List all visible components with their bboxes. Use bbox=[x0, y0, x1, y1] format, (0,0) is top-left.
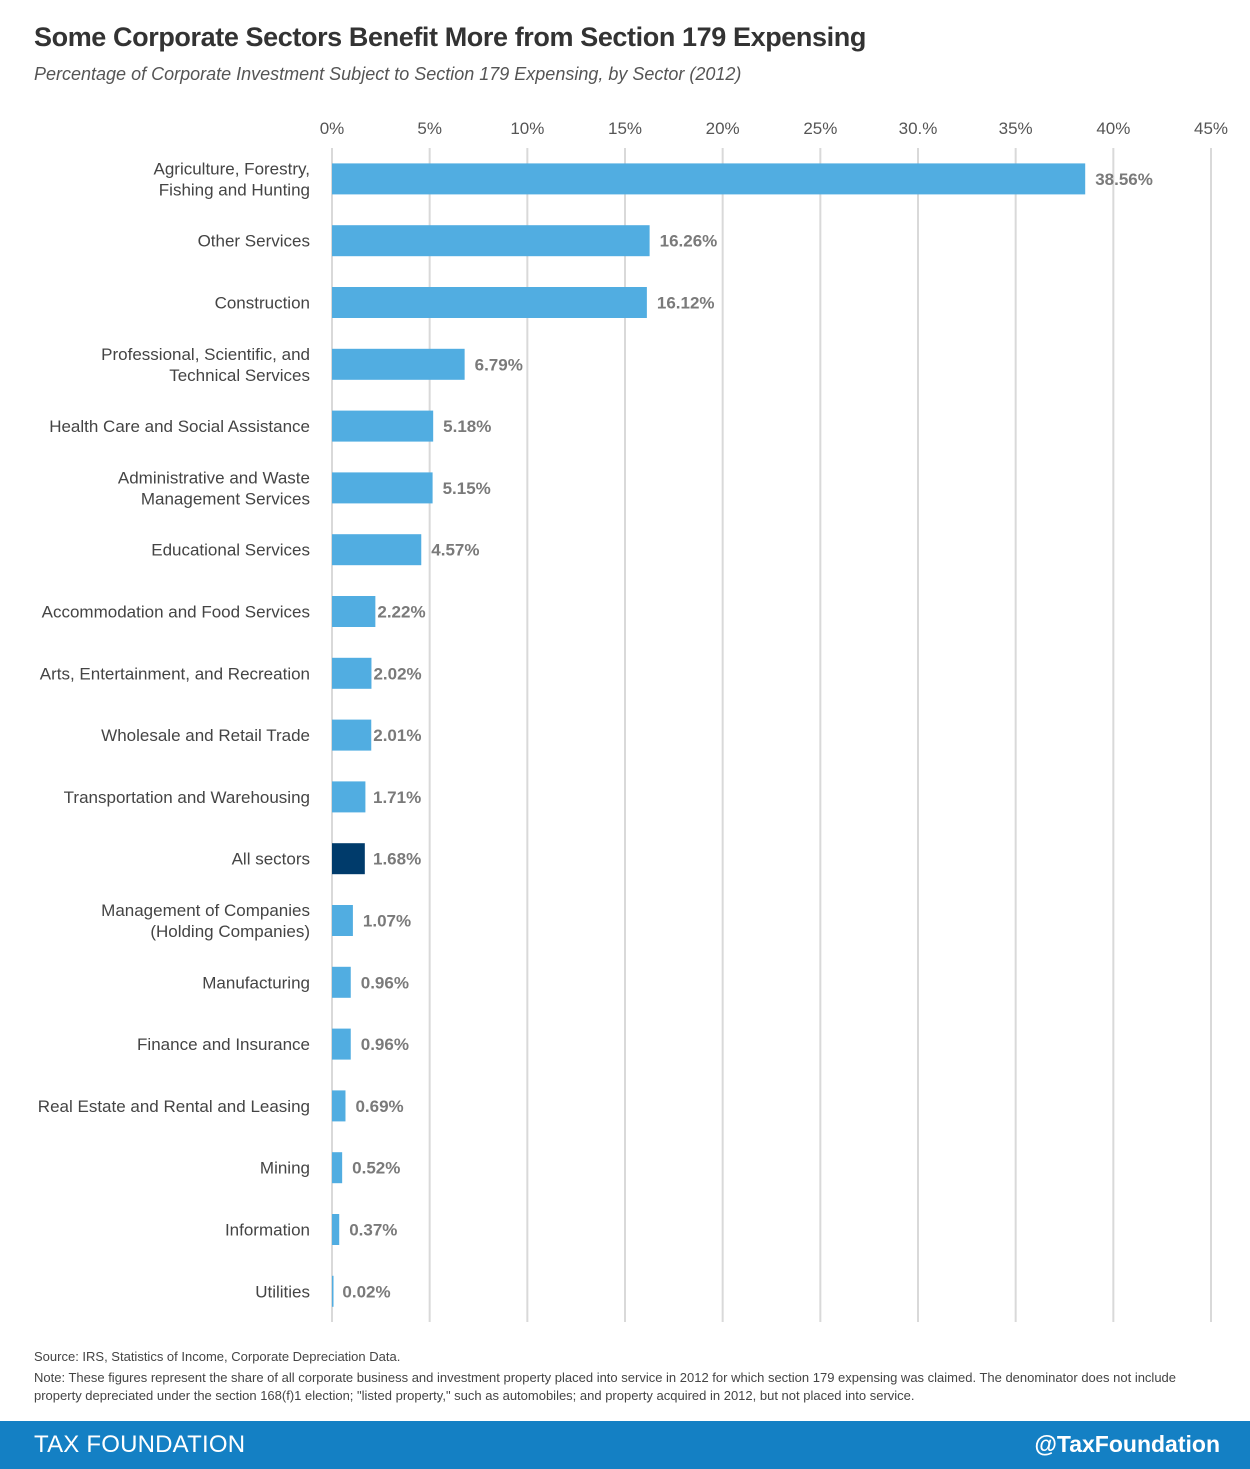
methodology-note: Note: These figures represent the share … bbox=[34, 1370, 1177, 1403]
value-label: 4.57% bbox=[431, 541, 479, 560]
category-labels: Agriculture, Forestry, Fishing and Huntin… bbox=[38, 159, 310, 1301]
value-label: 0.02% bbox=[342, 1282, 390, 1301]
x-tick-label: 40% bbox=[1096, 119, 1130, 138]
bar bbox=[332, 1275, 334, 1307]
bar bbox=[332, 163, 1086, 195]
bar bbox=[332, 472, 433, 504]
category-label: Professional, Scientific, and Technical S… bbox=[101, 345, 310, 385]
bar bbox=[332, 287, 647, 318]
x-tick-label: 5% bbox=[417, 119, 442, 138]
value-label: 1.68% bbox=[373, 850, 421, 869]
category-label: All sectors bbox=[232, 850, 310, 869]
bar bbox=[332, 657, 372, 689]
value-label: 6.79% bbox=[475, 355, 523, 374]
value-label: 5.15% bbox=[443, 479, 491, 498]
x-tick-label: 25% bbox=[803, 119, 837, 138]
bar bbox=[332, 905, 353, 936]
category-label: Wholesale and Retail Trade bbox=[101, 726, 310, 745]
value-label: 5.18% bbox=[443, 417, 491, 436]
category-label: Agriculture, Forestry, Fishing and Huntin… bbox=[153, 159, 310, 199]
value-label: 2.01% bbox=[373, 726, 421, 745]
category-label: Mining bbox=[260, 1159, 310, 1178]
value-label: 0.96% bbox=[361, 973, 409, 992]
bar bbox=[332, 1028, 351, 1060]
value-label: 2.22% bbox=[377, 603, 425, 622]
bar bbox=[332, 1152, 343, 1184]
x-tick-label: 15% bbox=[608, 119, 642, 138]
x-tick-label: 10% bbox=[510, 119, 544, 138]
category-label: Information bbox=[225, 1221, 310, 1240]
bar bbox=[332, 225, 650, 257]
value-label: 0.52% bbox=[352, 1159, 400, 1178]
category-label: Administrative and Waste Management Servi… bbox=[118, 468, 310, 508]
bars bbox=[332, 163, 1086, 1307]
value-label: 16.26% bbox=[660, 232, 718, 251]
chart-subtitle: Percentage of Corporate Investment Subje… bbox=[34, 64, 742, 84]
category-label: Utilities bbox=[255, 1282, 310, 1301]
brand-logo[interactable]: TAX FOUNDATION bbox=[34, 1431, 246, 1458]
x-tick-label: 45% bbox=[1194, 119, 1228, 138]
bar-highlighted bbox=[332, 843, 365, 875]
bar bbox=[332, 781, 366, 813]
category-label: Educational Services bbox=[151, 541, 310, 560]
bar bbox=[332, 719, 372, 751]
footer-bar: TAX FOUNDATION @TaxFoundation bbox=[0, 1421, 1250, 1469]
chart-title: Some Corporate Sectors Benefit More from… bbox=[34, 22, 866, 52]
value-label: 2.02% bbox=[373, 664, 421, 683]
source-note: Source: IRS, Statistics of Income, Corpo… bbox=[34, 1349, 401, 1364]
bar bbox=[332, 1214, 340, 1245]
value-label: 0.69% bbox=[355, 1097, 403, 1116]
category-label: Manufacturing bbox=[202, 973, 310, 992]
category-label: Finance and Insurance bbox=[137, 1035, 310, 1054]
category-label: Arts, Entertainment, and Recreation bbox=[40, 664, 310, 683]
x-tick-label: 30.% bbox=[899, 119, 938, 138]
bar bbox=[332, 1090, 346, 1122]
x-tick-label: 0% bbox=[320, 119, 345, 138]
value-labels: 38.56% 16.26% 16.12% 6.79% 5.18% 5.15% 4.57% 2.… bbox=[342, 170, 1152, 1301]
category-label: Health Care and Social Assistance bbox=[49, 417, 310, 436]
gridlines bbox=[331, 148, 1212, 1322]
category-label: Other Services bbox=[198, 232, 310, 251]
value-label: 1.71% bbox=[373, 788, 421, 807]
category-label: Construction bbox=[215, 294, 310, 313]
value-label: 38.56% bbox=[1095, 170, 1153, 189]
category-label: Accommodation and Food Services bbox=[42, 603, 310, 622]
bar bbox=[332, 534, 422, 566]
value-label: 0.96% bbox=[361, 1035, 409, 1054]
category-label: Real Estate and Rental and Leasing bbox=[38, 1097, 310, 1116]
bar bbox=[332, 966, 351, 998]
bar-chart: 0% 5% 10% 15% 20% 25% 30.% 35% 40% 45% Agricultur… bbox=[38, 119, 1228, 1322]
bar bbox=[332, 596, 376, 627]
twitter-handle[interactable]: @TaxFoundation bbox=[1034, 1431, 1220, 1457]
bar bbox=[332, 348, 465, 380]
category-label: Management of Companies (Holding Companie… bbox=[101, 901, 310, 941]
value-label: 16.12% bbox=[657, 294, 715, 313]
value-label: 1.07% bbox=[363, 912, 411, 931]
bar bbox=[332, 410, 434, 442]
x-axis-ticks: 0% 5% 10% 15% 20% 25% 30.% 35% 40% 45% bbox=[320, 119, 1228, 138]
x-tick-label: 20% bbox=[706, 119, 740, 138]
category-label: Transportation and Warehousing bbox=[64, 788, 310, 807]
value-label: 0.37% bbox=[349, 1221, 397, 1240]
x-tick-label: 35% bbox=[999, 119, 1033, 138]
